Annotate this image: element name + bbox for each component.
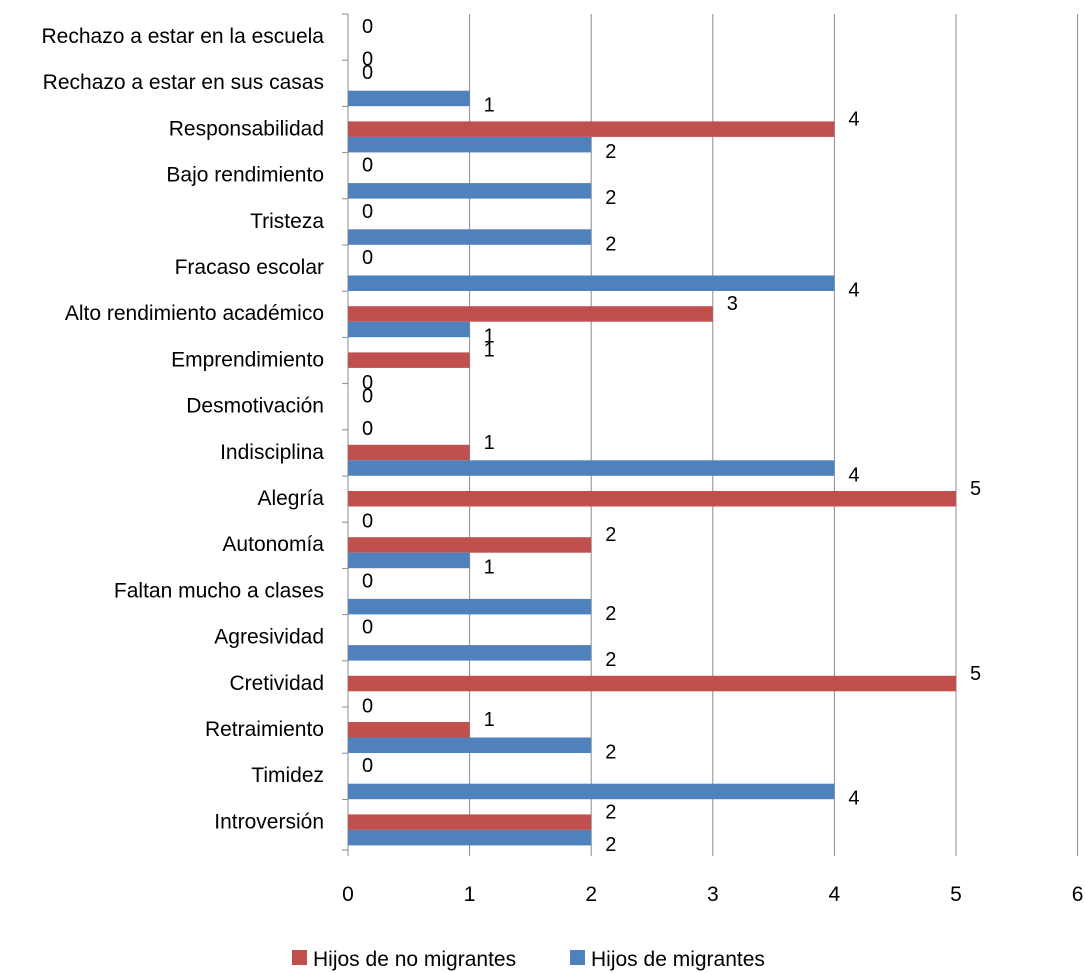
- bar-migrantes: [348, 552, 470, 569]
- data-label-no-migrantes: 4: [848, 108, 859, 130]
- category-label: Cretividad: [229, 672, 324, 695]
- category-label: Faltan mucho a clases: [114, 579, 324, 602]
- data-label-no-migrantes: 0: [362, 247, 373, 269]
- x-tick-label: 4: [829, 883, 841, 906]
- legend-swatch: [292, 950, 307, 965]
- x-tick-label: 2: [585, 883, 597, 906]
- bar-migrantes: [348, 136, 592, 153]
- bar-migrantes: [348, 321, 470, 338]
- data-label-migrantes: 2: [605, 742, 616, 764]
- bar-migrantes: [348, 90, 470, 107]
- bar-no-migrantes: [348, 306, 713, 322]
- category-label: Emprendimiento: [171, 348, 324, 371]
- legend: Hijos de no migrantes Hijos de migrantes: [292, 948, 765, 971]
- data-label-migrantes: 0: [362, 372, 373, 394]
- data-label-no-migrantes: 1: [484, 709, 495, 731]
- data-label-migrantes: 0: [362, 49, 373, 71]
- category-label: Rechazo a estar en la escuela: [41, 25, 324, 48]
- category-label: Agresividad: [214, 626, 324, 649]
- category-label: Alto rendimiento académico: [65, 302, 324, 325]
- data-label-no-migrantes: 0: [362, 16, 373, 38]
- bar-no-migrantes: [348, 444, 470, 461]
- data-label-no-migrantes: 0: [362, 755, 373, 777]
- bars-layer: [348, 90, 956, 846]
- category-label: Retraimiento: [205, 718, 324, 741]
- bar-no-migrantes: [348, 121, 835, 137]
- data-label-migrantes: 1: [484, 95, 495, 117]
- data-label-migrantes: 4: [848, 464, 859, 486]
- bar-migrantes: [348, 275, 835, 291]
- data-label-migrantes: 1: [484, 326, 495, 348]
- bar-no-migrantes: [348, 352, 470, 368]
- bar-no-migrantes: [348, 675, 956, 692]
- category-label: Autonomía: [222, 533, 324, 556]
- data-label-migrantes: 2: [605, 834, 616, 856]
- data-label-migrantes: 2: [605, 141, 616, 163]
- bar-no-migrantes: [348, 722, 470, 738]
- data-label-no-migrantes: 5: [970, 663, 981, 685]
- data-label-no-migrantes: 0: [362, 201, 373, 223]
- data-label-no-migrantes: 2: [605, 524, 616, 546]
- bar-no-migrantes: [348, 491, 956, 507]
- data-label-migrantes: 4: [848, 280, 859, 302]
- bar-no-migrantes: [348, 814, 592, 830]
- data-label-no-migrantes: 2: [605, 801, 616, 823]
- bar-migrantes: [348, 460, 835, 476]
- data-label-migrantes: 4: [848, 788, 859, 810]
- data-label-no-migrantes: 5: [970, 478, 981, 500]
- bar-migrantes: [348, 229, 592, 245]
- grid-layer: [347, 14, 1079, 850]
- legend-label: Hijos de no migrantes: [313, 948, 516, 971]
- category-label: Alegría: [257, 487, 324, 510]
- category-label: Timidez: [251, 764, 324, 787]
- axis-layer: 0 1 2 3 4 5 6: [342, 13, 1084, 906]
- data-label-migrantes: 0: [362, 695, 373, 717]
- category-label: Fracaso escolar: [175, 256, 324, 279]
- legend-swatch: [570, 950, 585, 965]
- data-label-no-migrantes: 1: [484, 432, 495, 454]
- bar-migrantes: [348, 829, 592, 846]
- x-tick-label: 5: [950, 883, 962, 906]
- data-label-migrantes: 2: [605, 603, 616, 625]
- category-label: Indisciplina: [220, 441, 324, 464]
- x-tick-label: 3: [707, 883, 719, 906]
- category-label: Tristeza: [250, 210, 324, 233]
- data-label-no-migrantes: 1: [484, 339, 495, 361]
- data-label-no-migrantes: 0: [362, 570, 373, 592]
- data-label-no-migrantes: 0: [362, 617, 373, 639]
- category-label: Bajo rendimiento: [166, 164, 324, 187]
- category-label: Introversión: [214, 810, 324, 833]
- data-label-migrantes: 0: [362, 511, 373, 533]
- bar-migrantes: [348, 645, 592, 661]
- category-label: Desmotivación: [186, 395, 324, 418]
- x-tick-label: 1: [464, 883, 476, 906]
- x-tick-label: 0: [342, 883, 354, 906]
- bar-no-migrantes: [348, 537, 592, 553]
- data-label-migrantes: 2: [605, 187, 616, 209]
- data-label-migrantes: 2: [605, 649, 616, 671]
- legend-label: Hijos de migrantes: [591, 948, 765, 971]
- x-tick-label: 6: [1072, 883, 1084, 906]
- data-label-no-migrantes: 3: [727, 293, 738, 315]
- data-label-migrantes: 0: [362, 418, 373, 440]
- data-label-no-migrantes: 0: [362, 155, 373, 177]
- category-label: Responsabilidad: [169, 117, 324, 140]
- data-label-migrantes: 2: [605, 233, 616, 255]
- data-label-no-migrantes: 0: [362, 386, 373, 408]
- bar-migrantes: [348, 737, 592, 753]
- bar-migrantes: [348, 783, 835, 800]
- bar-migrantes: [348, 598, 592, 615]
- bar-migrantes: [348, 183, 592, 199]
- category-label: Rechazo a estar en sus casas: [43, 71, 324, 94]
- data-label-migrantes: 1: [484, 557, 495, 579]
- data-label-no-migrantes: 0: [362, 62, 373, 84]
